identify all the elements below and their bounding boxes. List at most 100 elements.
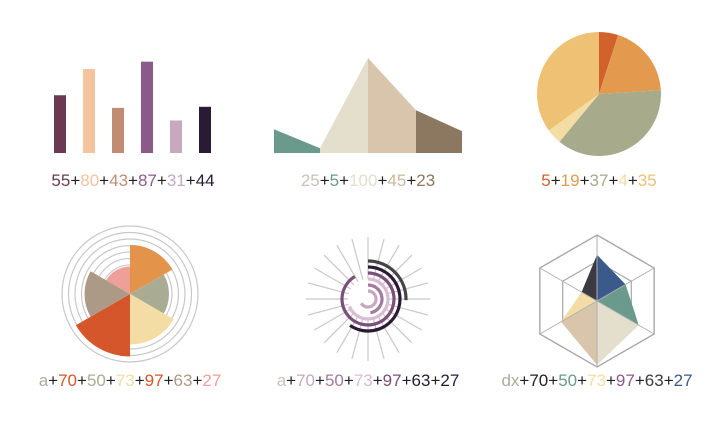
radial-arc bbox=[359, 289, 378, 309]
pie-slice bbox=[599, 32, 619, 94]
radial-arc-chart-panel bbox=[306, 237, 430, 361]
pie-slice bbox=[559, 90, 661, 156]
formula-part: + bbox=[157, 171, 167, 190]
formula-part: 50 bbox=[87, 371, 106, 390]
formula-part: + bbox=[664, 371, 674, 390]
radar-sector bbox=[597, 301, 639, 366]
formula-part: + bbox=[320, 171, 330, 190]
formula-part: + bbox=[339, 171, 349, 190]
bar bbox=[83, 69, 95, 153]
area-segment bbox=[416, 110, 462, 153]
formula-part: + bbox=[70, 171, 80, 190]
polar-sector bbox=[130, 294, 174, 345]
formula-part: 5 bbox=[541, 171, 550, 190]
formula-part: + bbox=[548, 371, 558, 390]
formula-part: 63 bbox=[645, 371, 664, 390]
polar-sector bbox=[106, 266, 130, 294]
pie-slice bbox=[599, 35, 661, 94]
formula-part: + bbox=[580, 171, 590, 190]
bar bbox=[141, 61, 153, 153]
bar bbox=[112, 107, 124, 153]
area-chart-formula: 25+5+100+45+23 bbox=[301, 171, 435, 190]
radar-axis bbox=[539, 300, 598, 335]
formula-part: + bbox=[99, 171, 109, 190]
radial-arc-chart-formula: a+70+50+73+97+63+27 bbox=[277, 371, 460, 390]
radar-sector bbox=[597, 284, 639, 326]
formula-part: a bbox=[277, 371, 287, 390]
pie-slice bbox=[537, 32, 599, 131]
radial-arc bbox=[347, 277, 390, 321]
formula-part: + bbox=[430, 371, 440, 390]
formula-part: a bbox=[39, 371, 49, 390]
polar-sector bbox=[84, 271, 130, 317]
formula-part: dx bbox=[501, 371, 519, 390]
formula-part: 43 bbox=[109, 171, 128, 190]
pie-chart-panel bbox=[537, 32, 661, 156]
radar-sector bbox=[581, 254, 597, 301]
formula-part: 97 bbox=[616, 371, 635, 390]
formula-part: + bbox=[77, 371, 87, 390]
area-segment bbox=[320, 58, 368, 153]
bar-chart-formula: 55+80+43+87+31+44 bbox=[51, 171, 214, 190]
formula-part: 73 bbox=[116, 371, 135, 390]
polar-sector bbox=[130, 274, 169, 314]
radar-axis bbox=[596, 300, 655, 335]
formula-part: 35 bbox=[638, 171, 657, 190]
radar-chart-formula: dx+70+50+73+97+63+27 bbox=[501, 371, 692, 390]
formula-part: 50 bbox=[558, 371, 577, 390]
formula-part: 70 bbox=[58, 371, 77, 390]
formula-part: 37 bbox=[590, 171, 609, 190]
formula-part: 97 bbox=[145, 371, 164, 390]
formula-part: 27 bbox=[202, 371, 221, 390]
formula-part: 87 bbox=[138, 171, 157, 190]
formula-part: + bbox=[128, 171, 138, 190]
formula-part: 70 bbox=[296, 371, 315, 390]
formula-part: 80 bbox=[80, 171, 99, 190]
formula-part: 45 bbox=[387, 171, 406, 190]
formula-part: 63 bbox=[412, 371, 431, 390]
radial-spoke bbox=[351, 238, 364, 280]
formula-part: + bbox=[628, 171, 638, 190]
area-segment bbox=[368, 58, 416, 153]
formula-part: + bbox=[286, 371, 296, 390]
radial-spoke bbox=[336, 245, 359, 282]
formula-part: 55 bbox=[51, 171, 70, 190]
formula-part: 31 bbox=[167, 171, 186, 190]
radial-arc bbox=[367, 283, 384, 315]
formula-part: 27 bbox=[674, 371, 693, 390]
formula-part: 27 bbox=[440, 371, 459, 390]
radar-sector bbox=[597, 254, 626, 301]
formula-part: + bbox=[606, 371, 616, 390]
formula-part: + bbox=[551, 171, 561, 190]
area-chart-panel bbox=[274, 58, 462, 153]
formula-part: + bbox=[164, 371, 174, 390]
pie-slice bbox=[548, 94, 599, 142]
formula-part: + bbox=[406, 171, 416, 190]
radial-arc bbox=[367, 259, 408, 301]
formula-part: 50 bbox=[325, 371, 344, 390]
formula-part: + bbox=[315, 371, 325, 390]
radar-axis bbox=[539, 267, 598, 302]
formula-part: + bbox=[577, 371, 587, 390]
formula-part: 4 bbox=[618, 171, 627, 190]
formula-part: + bbox=[192, 371, 202, 390]
formula-part: 23 bbox=[416, 171, 435, 190]
radar-axis bbox=[596, 267, 655, 302]
formula-part: + bbox=[608, 171, 618, 190]
formula-part: 97 bbox=[383, 371, 402, 390]
radial-arc bbox=[349, 265, 402, 333]
polar-area-chart-panel bbox=[61, 225, 199, 363]
formula-part: + bbox=[186, 171, 196, 190]
formula-part: 73 bbox=[587, 371, 606, 390]
formula-part: + bbox=[402, 371, 412, 390]
area-segment bbox=[274, 129, 320, 153]
polar-area-chart-formula: a+70+50+73+97+63+27 bbox=[39, 371, 222, 390]
formula-part: + bbox=[635, 371, 645, 390]
formula-part: 5 bbox=[330, 171, 339, 190]
radial-arc bbox=[340, 271, 396, 327]
formula-part: 63 bbox=[174, 371, 193, 390]
bar bbox=[54, 95, 66, 153]
pie-chart-formula: 5+19+37+4+35 bbox=[541, 171, 656, 190]
formula-part: 44 bbox=[196, 171, 215, 190]
